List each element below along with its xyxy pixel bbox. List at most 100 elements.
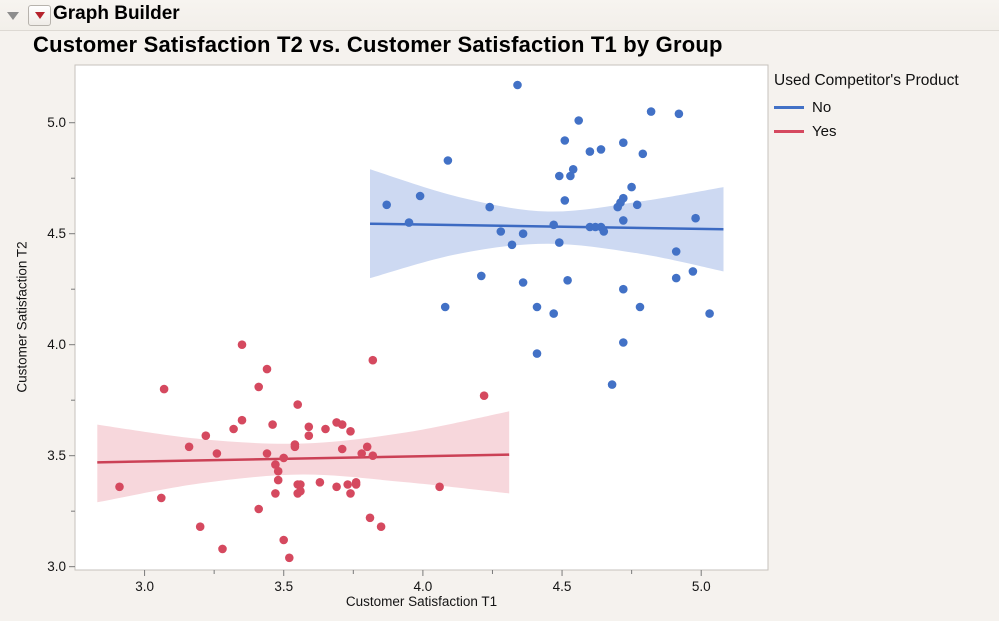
data-point-no[interactable] [596,145,606,154]
chart-title[interactable]: Customer Satisfaction T2 vs. Customer Sa… [33,32,723,57]
data-point-yes[interactable] [218,544,227,554]
data-point-yes[interactable] [254,382,263,392]
data-point-yes[interactable] [296,480,305,489]
data-point-yes[interactable] [357,449,367,458]
fit-line-yes[interactable] [97,453,510,464]
data-point-yes[interactable] [271,460,280,469]
data-point-yes[interactable] [343,480,353,489]
data-point-yes[interactable] [304,431,314,441]
data-point-yes[interactable] [362,442,372,452]
data-point-no[interactable] [574,116,583,125]
y-tick-label[interactable]: 4.5 [47,226,66,241]
data-point-no[interactable] [560,136,570,145]
data-point-yes[interactable] [115,482,124,492]
data-point-no[interactable] [585,147,595,156]
data-point-yes[interactable] [268,420,277,429]
data-point-yes[interactable] [159,384,169,394]
data-point-no[interactable] [560,196,570,205]
data-point-yes[interactable] [201,431,211,441]
disclosure-triangle-icon[interactable] [7,12,19,20]
data-point-no[interactable] [691,213,700,223]
data-point-no[interactable] [599,227,609,236]
data-point-yes[interactable] [337,420,347,429]
data-point-yes[interactable] [479,391,489,401]
data-point-no[interactable] [619,138,628,147]
data-point-yes[interactable] [365,513,375,523]
data-point-yes[interactable] [351,480,361,489]
data-point-yes[interactable] [237,415,247,425]
data-point-yes[interactable] [279,453,289,463]
data-point-yes[interactable] [237,340,247,350]
data-point-yes[interactable] [229,424,238,434]
data-point-yes[interactable] [285,553,294,563]
data-point-no[interactable] [705,309,714,318]
data-point-no[interactable] [532,302,542,312]
data-point-no[interactable] [415,191,425,201]
data-point-yes[interactable] [290,442,300,452]
data-point-yes[interactable] [262,364,272,374]
y-tick-label[interactable]: 5.0 [47,115,66,130]
data-point-no[interactable] [674,109,684,119]
x-axis-title[interactable]: Customer Satisfaction T1 [345,594,498,609]
data-point-no[interactable] [513,80,522,90]
x-tick-label[interactable]: 4.0 [414,579,433,594]
data-point-no[interactable] [619,284,628,294]
data-point-no[interactable] [555,238,564,247]
outline-title[interactable]: Graph Builder [53,3,180,24]
data-point-no[interactable] [485,202,495,212]
data-point-no[interactable] [532,349,542,358]
data-point-yes[interactable] [304,422,314,432]
data-point-yes[interactable] [315,478,325,487]
data-point-yes[interactable] [346,489,355,498]
data-point-no[interactable] [646,107,656,116]
data-point-no[interactable] [555,171,564,181]
data-point-yes[interactable] [368,355,378,365]
data-point-yes[interactable] [212,449,222,458]
data-point-no[interactable] [619,216,628,225]
data-point-yes[interactable] [332,482,341,492]
data-point-no[interactable] [443,156,453,165]
data-point-yes[interactable] [271,489,280,498]
data-point-yes[interactable] [296,486,305,496]
x-tick-label[interactable]: 4.5 [553,579,572,594]
data-point-no[interactable] [440,302,450,312]
data-point-yes[interactable] [293,400,303,409]
data-point-no[interactable] [549,220,558,230]
y-tick-label[interactable]: 3.0 [47,559,66,574]
data-point-no[interactable] [671,247,681,256]
data-point-yes[interactable] [337,444,347,454]
x-tick-label[interactable]: 3.5 [274,579,293,594]
data-point-no[interactable] [613,202,622,212]
data-point-no[interactable] [568,165,578,174]
data-point-no[interactable] [496,227,506,236]
data-point-no[interactable] [638,149,648,159]
data-point-yes[interactable] [195,522,205,531]
data-point-no[interactable] [382,200,392,210]
data-point-yes[interactable] [157,493,166,503]
data-point-yes[interactable] [321,424,330,434]
x-tick-label[interactable]: 3.0 [135,579,154,594]
data-point-yes[interactable] [435,482,444,492]
red-triangle-menu-button[interactable] [28,5,51,26]
data-point-no[interactable] [619,338,628,347]
data-point-yes[interactable] [376,522,386,531]
data-point-no[interactable] [477,271,486,281]
data-point-yes[interactable] [184,442,194,452]
data-point-no[interactable] [566,171,575,181]
data-point-yes[interactable] [368,451,378,461]
legend-entry-yes[interactable]: Yes [774,123,959,140]
data-point-yes[interactable] [273,475,283,485]
data-point-yes[interactable] [262,449,272,458]
data-point-yes[interactable] [279,535,289,545]
data-point-yes[interactable] [273,466,283,476]
data-point-no[interactable] [404,218,414,227]
data-point-yes[interactable] [346,427,355,436]
data-point-no[interactable] [635,302,645,312]
data-point-no[interactable] [518,229,528,238]
legend-entry-no[interactable]: No [774,99,959,116]
data-point-no[interactable] [507,240,517,250]
x-tick-label[interactable]: 5.0 [692,579,711,594]
data-point-no[interactable] [632,200,642,210]
y-tick-label[interactable]: 4.0 [47,337,66,352]
data-point-no[interactable] [518,278,528,287]
